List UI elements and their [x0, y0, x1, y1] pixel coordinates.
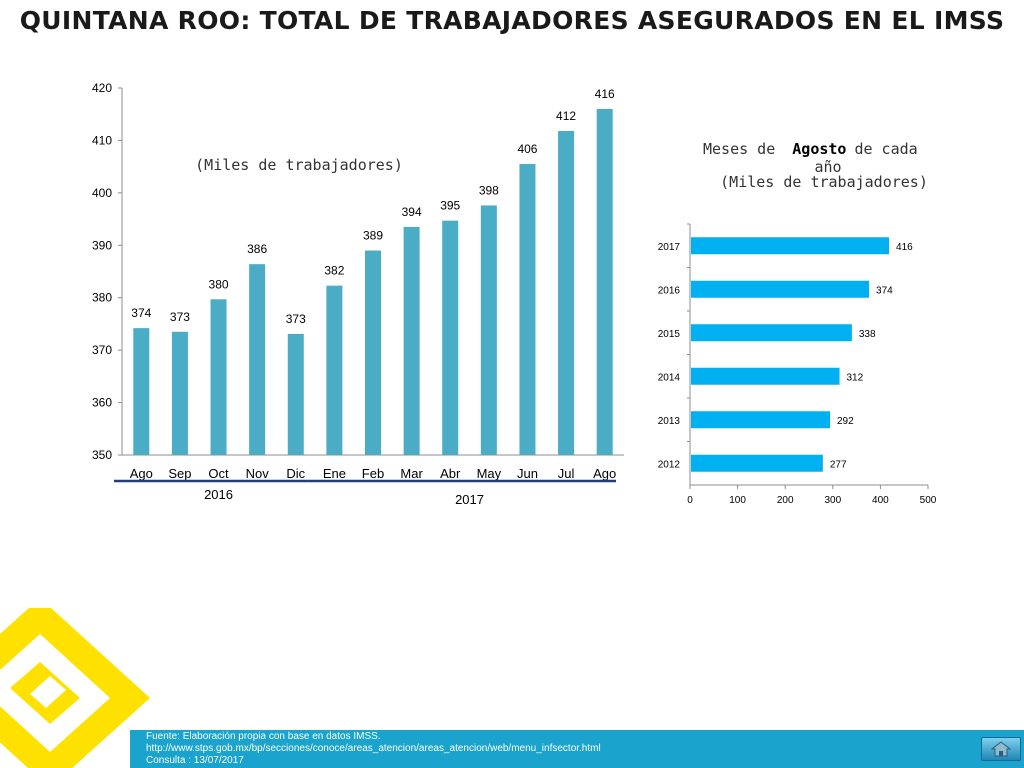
data-label: 386	[247, 242, 267, 256]
year-label: 2017	[455, 492, 484, 507]
chart-title: Meses de Agosto de cada	[703, 140, 918, 158]
x-tick-label: Ago	[130, 466, 153, 481]
bar	[171, 331, 188, 455]
x-tick-label: Oct	[208, 466, 229, 481]
august-hbar-chart: Meses de Agosto de cada año(Miles de traba…	[658, 140, 937, 506]
data-label: 277	[830, 459, 847, 470]
data-label: 416	[595, 87, 615, 101]
data-label: 374	[876, 285, 893, 296]
y-tick-label: 2013	[658, 416, 681, 427]
bar	[403, 226, 420, 455]
x-tick-label: 200	[777, 495, 794, 506]
x-tick-label: May	[477, 466, 502, 481]
footer-line-source: Fuente: Elaboración propia con base en d…	[146, 731, 381, 742]
data-label: 380	[209, 277, 229, 291]
y-tick-label: 350	[92, 448, 112, 462]
title-suffix: de cada	[854, 140, 917, 158]
bar	[442, 220, 459, 455]
x-tick-label: Sep	[168, 466, 191, 481]
x-tick-label: Ene	[323, 466, 346, 481]
home-button[interactable]	[981, 737, 1021, 761]
chart-title-line2: año	[814, 158, 841, 176]
hbar	[691, 454, 823, 472]
data-label: 373	[170, 310, 190, 324]
data-label: 416	[896, 242, 913, 253]
y-tick-label: 2014	[658, 372, 681, 383]
yellow-logo-icon	[0, 608, 150, 768]
hbar	[691, 411, 830, 429]
y-tick-label: 370	[92, 343, 112, 357]
y-tick-label: 410	[92, 133, 112, 147]
data-label: 389	[363, 229, 383, 243]
y-tick-label: 390	[92, 238, 112, 252]
x-tick-label: Jul	[558, 466, 575, 481]
x-tick-label: Abr	[440, 466, 461, 481]
bar	[519, 164, 536, 455]
title-prefix: Meses de	[703, 140, 784, 158]
data-label: 394	[402, 205, 422, 219]
bar	[249, 264, 266, 455]
bar	[326, 285, 343, 455]
y-tick-label: 380	[92, 291, 112, 305]
footer-line-url[interactable]: http://www.stps.gob.mx/bp/secciones/cono…	[146, 743, 601, 754]
data-label: 292	[837, 416, 854, 427]
x-tick-label: 100	[729, 495, 746, 506]
bar	[596, 108, 613, 455]
x-tick-label: Nov	[246, 466, 270, 481]
x-tick-label: 400	[872, 495, 889, 506]
page-title: QUINTANA ROO: TOTAL DE TRABAJADORES ASEG…	[19, 6, 1005, 35]
data-label: 406	[517, 142, 537, 156]
footer-line-date: Consulta : 13/07/2017	[146, 755, 244, 766]
bar	[480, 205, 497, 455]
unit-note: (Miles de trabajadores)	[195, 156, 403, 174]
bar	[365, 250, 381, 455]
y-tick-label: 2015	[658, 329, 681, 340]
data-label: 395	[440, 199, 460, 213]
bar	[133, 328, 150, 455]
monthly-bar-chart: 350 360 370 380 390 400 410 420 374 Ago 373 Sep 380 O…	[92, 81, 624, 507]
x-tick-label: Mar	[400, 466, 423, 481]
x-tick-label: Ago	[593, 466, 616, 481]
data-label: 338	[859, 329, 876, 340]
hbar	[691, 367, 840, 385]
data-label: 382	[324, 264, 344, 278]
bar	[558, 130, 575, 455]
chart-title-line3: (Miles de trabajadores)	[720, 173, 928, 191]
x-tick-label: Feb	[362, 466, 384, 481]
data-label: 312	[847, 372, 864, 383]
data-label: 374	[131, 306, 151, 320]
bar	[210, 299, 227, 455]
footer-bar	[130, 730, 1024, 768]
x-tick-label: Dic	[286, 466, 305, 481]
title-month: Agosto	[792, 140, 846, 158]
x-tick-label: 500	[920, 495, 937, 506]
x-tick-label: 300	[824, 495, 841, 506]
x-tick-label: 0	[687, 495, 693, 506]
x-tick-label: Jun	[517, 466, 538, 481]
data-label: 373	[286, 312, 306, 326]
year-label: 2016	[204, 487, 233, 502]
footer-source: Fuente: Elaboración propia con base en d…	[146, 731, 601, 767]
data-label: 412	[556, 109, 576, 123]
y-tick-label: 400	[92, 186, 112, 200]
y-tick-label: 2016	[658, 285, 681, 296]
hbar	[691, 324, 852, 342]
hbar	[691, 237, 890, 255]
y-tick-label: 2017	[658, 242, 681, 253]
bar	[287, 333, 304, 455]
home-icon	[991, 741, 1011, 757]
hbar	[691, 280, 870, 298]
y-tick-label: 420	[92, 81, 112, 95]
y-tick-label: 2012	[658, 459, 681, 470]
data-label: 398	[479, 183, 499, 197]
y-tick-label: 360	[92, 396, 112, 410]
